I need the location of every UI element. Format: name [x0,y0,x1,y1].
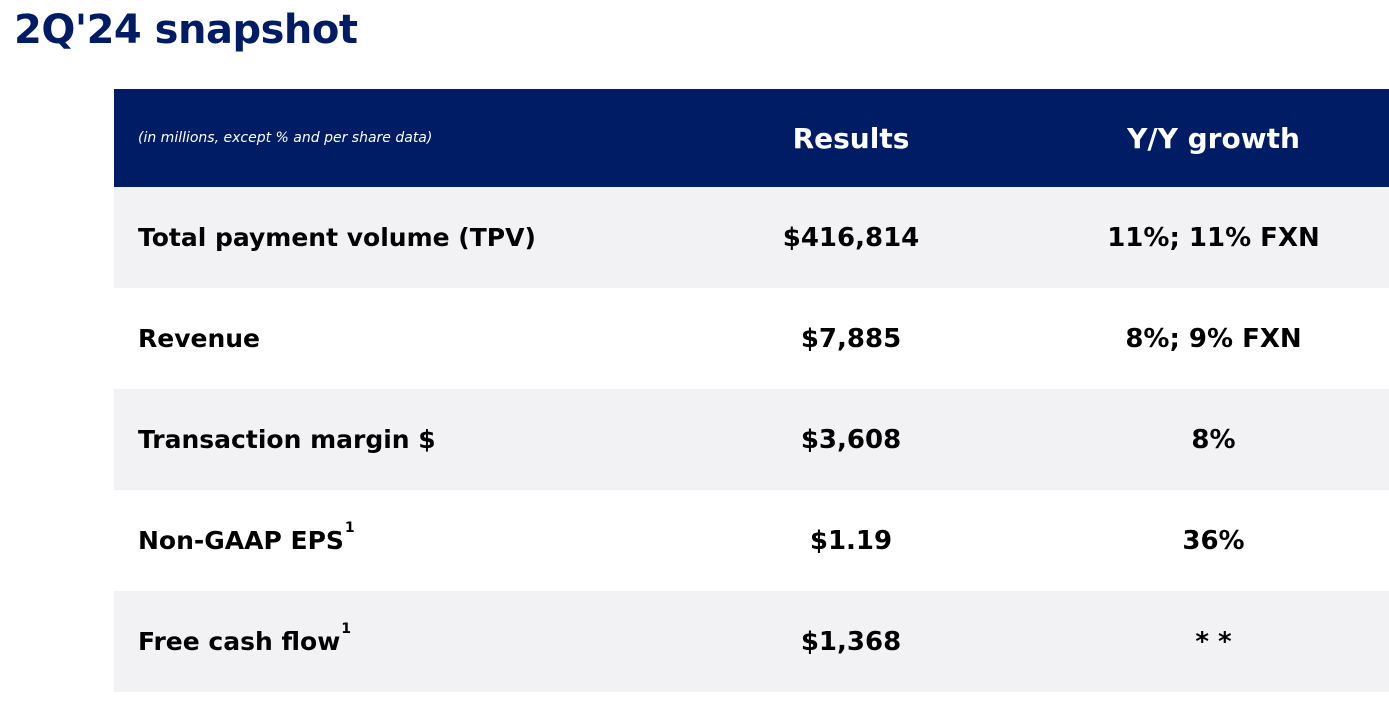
row-label: Transaction margin $ [114,425,664,454]
row-label-text: Non-GAAP EPS [138,526,344,555]
results-column-header: Results [792,121,910,155]
table-row: Free cash flow1 $1,368 * * [114,591,1389,692]
row-label-text: Revenue [138,324,261,353]
units-note: (in millions, except % and per share dat… [138,130,433,146]
row-results-value: $1.19 [809,525,893,556]
footnote-marker: 1 [341,621,352,637]
row-label: Free cash flow1 [114,621,664,656]
row-label-text: Transaction margin $ [138,425,436,454]
row-label-text: Total payment volume (TPV) [138,223,536,252]
row-growth-value: 36% [1182,525,1245,556]
row-results-value: $416,814 [782,222,920,253]
table-row: Transaction margin $ $3,608 8% [114,389,1389,490]
row-growth-value: * * [1195,626,1232,657]
row-growth-value: 8%; 9% FXN [1125,323,1302,354]
row-label: Revenue [114,324,664,353]
row-label-text: Free cash flow [138,627,341,656]
snapshot-table: (in millions, except % and per share dat… [114,89,1389,692]
row-results-value: $3,608 [800,424,902,455]
table-row: Revenue $7,885 8%; 9% FXN [114,288,1389,389]
table-row: Non-GAAP EPS1 $1.19 36% [114,490,1389,591]
row-growth-value: 8% [1191,424,1236,455]
row-label: Total payment volume (TPV) [114,223,664,252]
table-header-row: (in millions, except % and per share dat… [114,89,1389,187]
row-growth-value: 11%; 11% FXN [1107,222,1320,253]
row-label: Non-GAAP EPS1 [114,520,664,555]
page-title: 2Q'24 snapshot [14,7,358,53]
row-results-value: $1,368 [800,626,902,657]
row-results-value: $7,885 [800,323,902,354]
footnote-marker: 1 [344,520,355,536]
growth-column-header: Y/Y growth [1127,121,1300,155]
table-row: Total payment volume (TPV) $416,814 11%;… [114,187,1389,288]
